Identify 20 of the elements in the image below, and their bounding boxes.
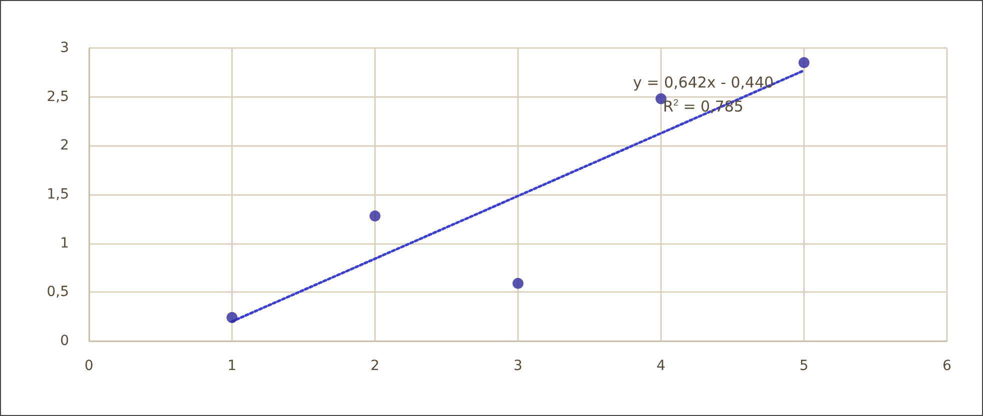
y-tick-label: 3 (60, 40, 69, 56)
x-tick-label: 3 (514, 358, 522, 374)
y-tick-label: 2,5 (46, 88, 69, 105)
x-tick-label: 6 (942, 358, 952, 374)
y-tick-label: 2 (60, 138, 69, 154)
y-tick-label: 0,5 (46, 284, 69, 300)
x-tick-label: 1 (228, 358, 236, 374)
annotation: y = 0,642x - 0,440 (633, 74, 774, 92)
y-tick-label: 1 (60, 235, 69, 252)
x-tick-label: 5 (800, 358, 808, 374)
point (656, 93, 666, 104)
x-tick-label: 0 (84, 358, 94, 374)
x-tick-label: 2 (370, 358, 380, 374)
point (512, 278, 524, 289)
y-tick-label: 0 (60, 333, 69, 349)
point (226, 312, 238, 324)
x-tick-label: 4 (656, 358, 666, 374)
point (798, 57, 810, 68)
point (370, 210, 380, 222)
y-tick-label: 1,5 (46, 186, 69, 202)
